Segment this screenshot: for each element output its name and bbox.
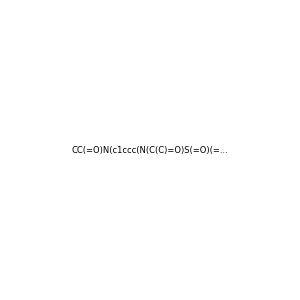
Text: CC(=O)N(c1ccc(N(C(C)=O)S(=O)(=...: CC(=O)N(c1ccc(N(C(C)=O)S(=O)(=... [72,146,228,154]
